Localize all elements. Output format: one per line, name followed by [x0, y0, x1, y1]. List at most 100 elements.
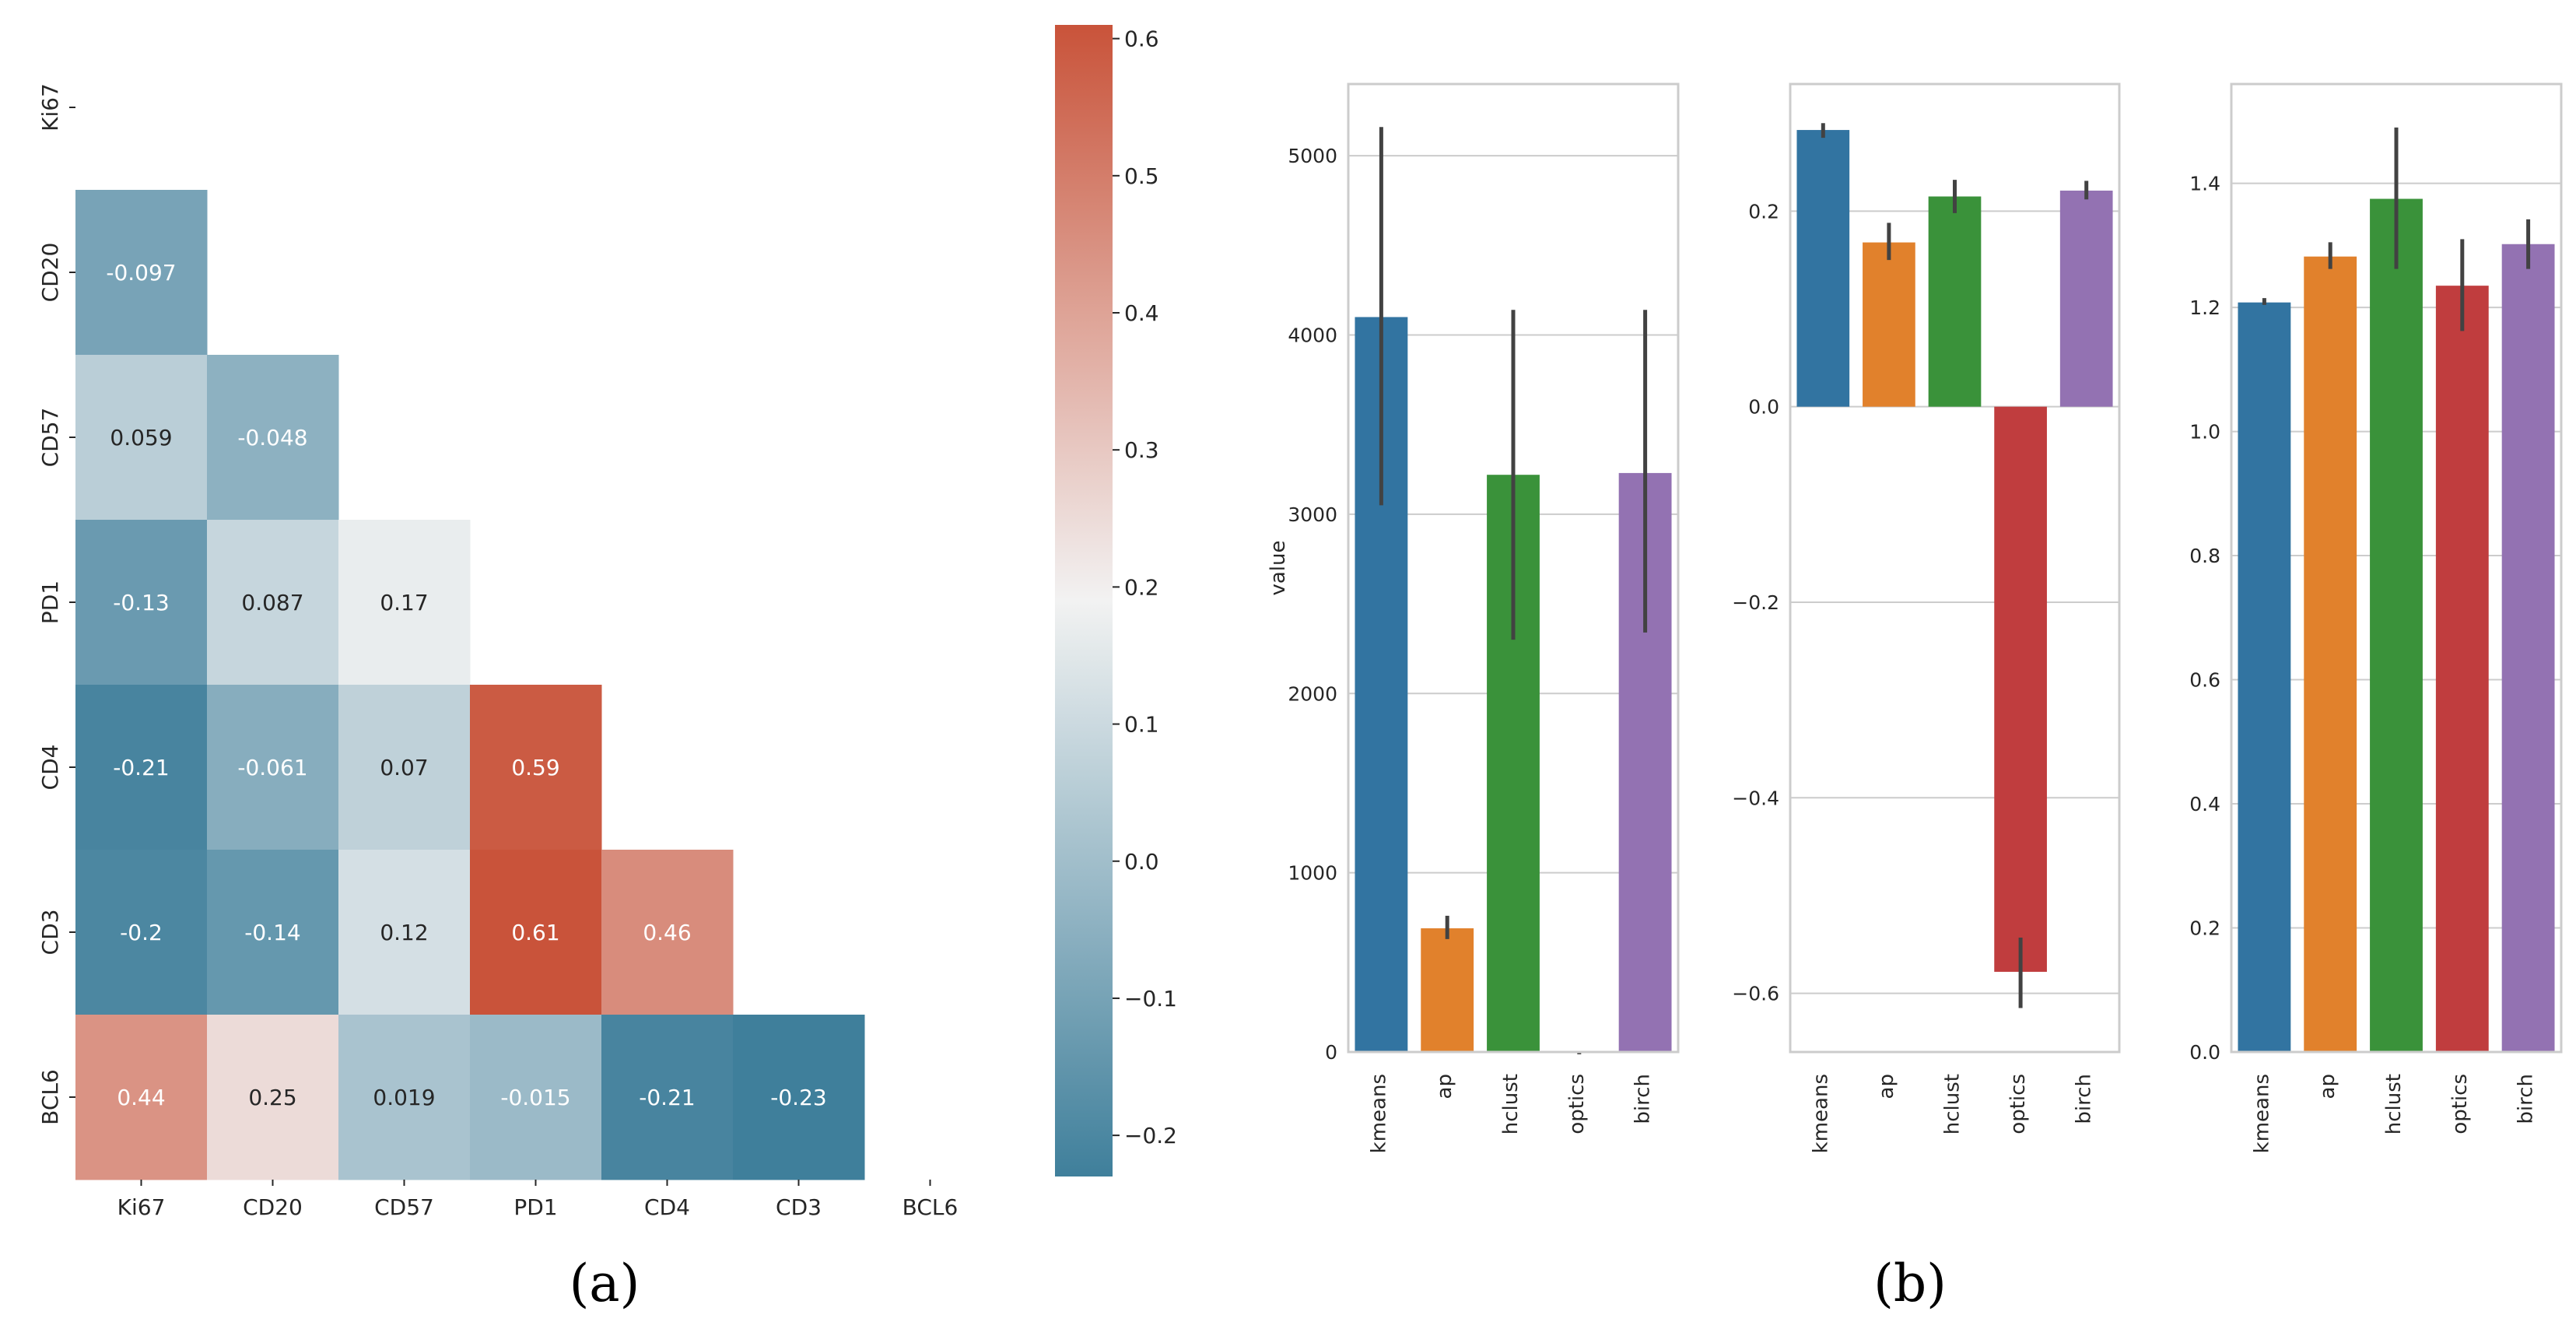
heatmap-cell	[75, 190, 208, 356]
y-tick-label: 0.4	[2189, 793, 2220, 815]
colorbar-tick-label: 0.4	[1124, 300, 1159, 326]
colorbar-tick-label: 0.2	[1124, 574, 1159, 600]
heatmap-cell	[75, 850, 208, 1015]
bar-birch	[2059, 190, 2113, 407]
heatmap-x-tick-label: CD57	[374, 1194, 434, 1220]
heatmap-x-tick-label: CD20	[243, 1194, 303, 1220]
panel-label-a: (a)	[570, 1254, 640, 1313]
heatmap-cell-label: -0.21	[113, 755, 169, 780]
bar-hclust	[1928, 196, 1982, 407]
x-tick-label: optics	[2006, 1074, 2030, 1134]
heatmap-y-tick-label: CD3	[37, 910, 63, 956]
heatmap-cell	[470, 1015, 602, 1180]
heatmap-cell	[207, 685, 339, 850]
bar-chart-right: 0.0 0.2 0.4 0.6 0.8 1.0 1.2 1.4 kmeans ap hclust op…	[2189, 82, 2563, 1153]
heatmap-cell-label: 0.087	[241, 590, 303, 615]
bar-birch	[2501, 244, 2555, 1052]
heatmap-cell	[338, 850, 471, 1015]
heatmap-cell	[601, 850, 734, 1015]
bar-chart-value: 0 1000 2000 3000 4000 5000 kmeans ap hclust optic…	[1267, 82, 1680, 1153]
heatmap-cell-label: -0.061	[237, 755, 307, 780]
heatmap-cell-label: 0.17	[380, 590, 428, 615]
heatmap-cell-label: 0.59	[511, 755, 559, 780]
bar-hclust	[2370, 198, 2423, 1052]
y-tick-label: 0.2	[2189, 917, 2220, 940]
y-tick-label: 0	[1325, 1041, 1337, 1064]
x-tick-label: birch	[2515, 1074, 2538, 1124]
heatmap-cell	[733, 1015, 865, 1180]
heatmap-y-tick-label: Ki67	[37, 83, 63, 131]
heatmap-y-tick-label: CD57	[37, 408, 63, 468]
heatmap-cell	[338, 520, 471, 686]
heatmap-cell	[207, 520, 339, 686]
colorbar-tick-label: −0.1	[1124, 986, 1177, 1012]
heatmap-cell	[207, 850, 339, 1015]
bar-ap	[2304, 256, 2357, 1053]
heatmap-cell-label: -0.015	[500, 1085, 570, 1110]
x-tick-label: birch	[2073, 1074, 2096, 1124]
heatmap-y-tick-label: BCL6	[37, 1069, 63, 1125]
plot-frame	[1347, 82, 1680, 1054]
heatmap-cell	[338, 685, 471, 850]
y-tick-label: 0.8	[2189, 545, 2220, 567]
heatmap-cell-label: 0.25	[248, 1085, 296, 1110]
heatmap-cell-label: 0.019	[373, 1085, 435, 1110]
x-tick-label: ap	[1433, 1074, 1456, 1099]
y-tick-label: 1.4	[2189, 173, 2220, 195]
heatmap-cell-label: -0.21	[639, 1085, 695, 1110]
heatmap-cell	[75, 520, 208, 686]
heatmap-cell-label: -0.097	[106, 260, 176, 286]
bar-ap	[1863, 242, 1915, 407]
heatmap-cell	[601, 1015, 734, 1180]
bar-optics	[2435, 286, 2489, 1053]
x-tick-label: kmeans	[2250, 1074, 2273, 1153]
heatmap-cell	[75, 1015, 208, 1180]
y-tick-label: 0.6	[2189, 669, 2220, 692]
x-tick-label: hclust	[1499, 1074, 1523, 1134]
heatmap-cell-label: 0.46	[643, 920, 691, 945]
y-tick-label: 3000	[1288, 503, 1337, 526]
heatmap-x-tick-label: Ki67	[117, 1194, 166, 1220]
heatmap-y-tick-label: PD1	[37, 580, 63, 624]
colorbar-tick-label: 0.3	[1124, 437, 1159, 463]
bar-kmeans	[1796, 130, 1850, 407]
x-tick-label: hclust	[1941, 1074, 1964, 1134]
y-tick-label: −0.2	[1732, 591, 1779, 614]
y-tick-label: 2000	[1288, 682, 1337, 705]
y-tick-label: 5000	[1288, 145, 1337, 167]
heatmap-y-tick-label: CD4	[37, 745, 63, 791]
heatmap-cell	[75, 685, 208, 850]
heatmap-cell	[207, 1015, 339, 1180]
y-tick-label: −0.6	[1732, 983, 1779, 1005]
heatmap-cell-label: 0.059	[110, 425, 172, 451]
heatmap-cell	[207, 355, 339, 521]
x-tick-label: hclust	[2382, 1074, 2406, 1134]
heatmap-y-tick-label: CD20	[37, 243, 63, 303]
heatmap-cell-label: -0.048	[237, 425, 307, 451]
heatmap-cell-label: 0.44	[117, 1085, 165, 1110]
heatmap-cell-label: 0.12	[380, 920, 428, 945]
heatmap-cell-label: -0.23	[770, 1085, 826, 1110]
heatmap-cell	[470, 850, 602, 1015]
x-tick-label: optics	[1565, 1074, 1589, 1134]
heatmap-colorbar: −0.2 −0.1 0.0 0.1 0.2 0.3 0.4 0.5 0.6	[1055, 25, 1177, 1176]
y-tick-label: 1.0	[2189, 421, 2220, 444]
bar-optics	[1994, 406, 2047, 972]
heatmap-x-tick-label: CD3	[776, 1194, 822, 1220]
x-tick-label: ap	[1875, 1074, 1898, 1099]
x-tick-label: kmeans	[1367, 1074, 1390, 1153]
plot-frame	[2230, 82, 2563, 1054]
colorbar-tick-label: 0.0	[1124, 849, 1159, 875]
y-tick-label: −0.4	[1732, 787, 1779, 809]
x-tick-label: kmeans	[1809, 1074, 1832, 1153]
y-tick-label: 4000	[1288, 324, 1337, 347]
heatmap-chart: -0.097 0.059 -0.048 -0.13 0.087 0.17 -0.21 -0.0…	[37, 83, 958, 1220]
y-tick-label: 1.2	[2189, 296, 2220, 319]
heatmap-x-tick-label: BCL6	[902, 1194, 959, 1220]
bar-chart-middle: −0.6 −0.4 −0.2 0.0 0.2 kmeans ap hclust optics bi…	[1732, 82, 2121, 1153]
x-tick-label: ap	[2316, 1074, 2339, 1099]
heatmap-cell	[338, 1015, 471, 1180]
colorbar-tick-label: 0.5	[1124, 163, 1159, 189]
y-tick-label: 1000	[1288, 862, 1337, 885]
